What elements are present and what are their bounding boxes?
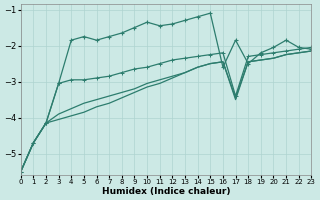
X-axis label: Humidex (Indice chaleur): Humidex (Indice chaleur) — [102, 187, 230, 196]
